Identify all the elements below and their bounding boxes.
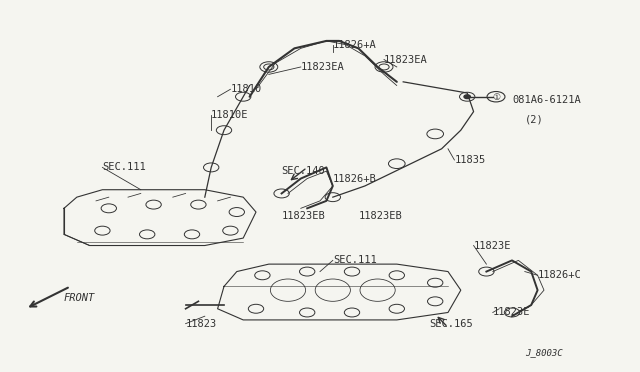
Text: SEC.165: SEC.165 <box>429 319 472 328</box>
Text: 11810: 11810 <box>230 84 262 94</box>
Text: 081A6-6121A: 081A6-6121A <box>512 96 580 105</box>
Text: 11823E: 11823E <box>493 308 531 317</box>
Text: FRONT: FRONT <box>64 293 95 302</box>
Text: 11823EA: 11823EA <box>384 55 428 64</box>
Text: ①: ① <box>492 93 500 102</box>
Text: 11823: 11823 <box>186 319 217 328</box>
Text: SEC.140: SEC.140 <box>282 166 325 176</box>
Text: (2): (2) <box>525 114 543 124</box>
Text: 11826+B: 11826+B <box>333 174 376 183</box>
Text: 11823EB: 11823EB <box>358 211 402 221</box>
Text: 11823E: 11823E <box>474 241 511 250</box>
Text: 11823EB: 11823EB <box>282 211 325 221</box>
Text: SEC.111: SEC.111 <box>333 256 376 265</box>
Text: 11826+A: 11826+A <box>333 40 376 49</box>
Text: 11826+C: 11826+C <box>538 270 581 280</box>
Text: 11823EA: 11823EA <box>301 62 344 72</box>
Text: 11810E: 11810E <box>211 110 249 120</box>
Text: SEC.111: SEC.111 <box>102 163 146 172</box>
Circle shape <box>464 95 470 99</box>
Text: J_8003C: J_8003C <box>525 348 563 357</box>
Text: 11835: 11835 <box>454 155 486 165</box>
